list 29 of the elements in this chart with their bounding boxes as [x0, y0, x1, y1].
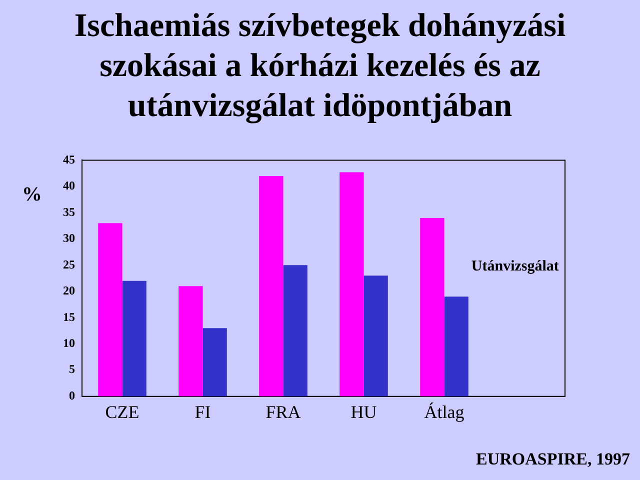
y-tick-label: 25 — [63, 257, 75, 272]
bar — [259, 176, 284, 396]
x-tick-label: Átlag — [424, 402, 464, 422]
y-tick-label: 15 — [63, 310, 75, 324]
y-tick-label: 5 — [69, 362, 75, 376]
y-tick-label: 40 — [63, 178, 75, 193]
y-tick-label: 30 — [63, 231, 75, 246]
chart-title: Ischaemiás szívbetegek dohányzási szokásai a kórházi kezelés és az utánvizsgálat idöpontjában — [73, 7, 567, 126]
bar — [364, 276, 388, 396]
x-tick-label: FRA — [266, 402, 301, 422]
bar — [420, 218, 444, 396]
bar — [98, 223, 122, 396]
bar — [122, 280, 146, 396]
bar — [340, 172, 364, 396]
bar — [283, 265, 308, 396]
x-tick-label: FI — [194, 402, 211, 422]
y-axis-title: % — [22, 183, 42, 206]
text: EUROASPIRE, 1997 — [476, 449, 630, 468]
bar — [178, 286, 203, 396]
y-tick-label: 20 — [63, 284, 75, 298]
bar — [202, 328, 227, 396]
x-tick-label: CZE — [105, 402, 140, 422]
y-tick-label: 0 — [69, 388, 75, 402]
y-tick-label: 35 — [63, 204, 75, 219]
y-tick-label: 45 — [63, 152, 75, 166]
series-label: Utánvizsgálat — [471, 258, 559, 275]
y-tick-label: 10 — [63, 336, 75, 350]
bar — [444, 296, 468, 396]
x-tick-label: HU — [350, 402, 377, 422]
